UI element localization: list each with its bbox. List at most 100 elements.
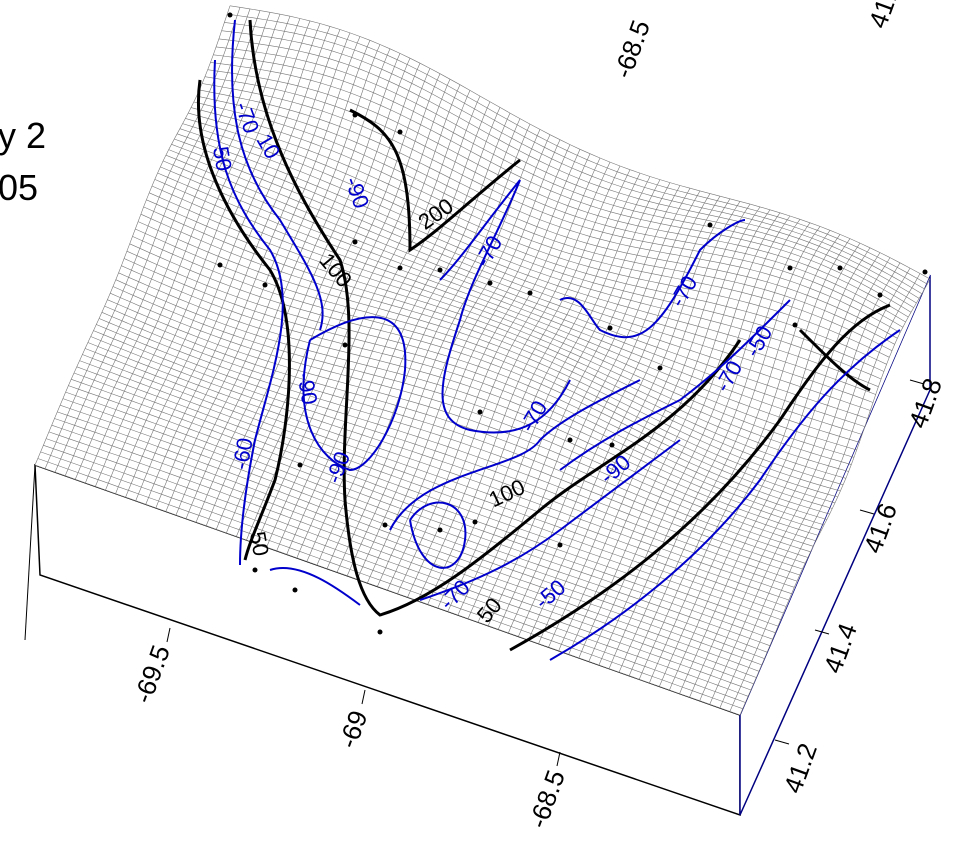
mesh-line (204, 76, 906, 323)
mesh-line (157, 172, 860, 443)
mesh-line (649, 234, 841, 684)
sample-point (342, 342, 348, 348)
mesh-line (528, 196, 721, 641)
mesh-line (618, 222, 811, 673)
sample-point (227, 12, 233, 18)
sample-point (262, 282, 268, 288)
sample-point (557, 542, 563, 548)
mesh-line (689, 252, 881, 698)
mesh-line (437, 169, 631, 609)
mesh-line (729, 273, 921, 712)
contour-lines (197, 19, 901, 661)
x-tick (166, 627, 171, 643)
mesh-line (132, 236, 836, 504)
mesh-line (407, 157, 601, 598)
mesh-line (221, 30, 923, 295)
x-tick-label: -68.5 (522, 766, 570, 832)
sample-point (382, 522, 388, 528)
sample-point (477, 409, 483, 415)
mesh-line (709, 262, 901, 705)
y-tick (859, 509, 875, 515)
mesh-line (679, 247, 871, 694)
mesh-line (210, 62, 912, 313)
mesh-line (216, 46, 917, 304)
mesh-line (498, 188, 691, 630)
mesh-line (538, 198, 731, 644)
contour-label: 50 (245, 529, 274, 557)
sample-point (609, 442, 615, 448)
mesh-line (137, 221, 841, 492)
sample-point (472, 519, 478, 525)
sample-point (352, 239, 358, 245)
contour-label: -90 (292, 371, 322, 407)
top-tick-label: 41. (862, 0, 903, 32)
sample-point (397, 265, 403, 271)
mesh-line (427, 165, 621, 605)
mesh-line (168, 149, 871, 411)
mesh-line (739, 278, 931, 716)
y-tick (814, 629, 830, 635)
mesh-line (188, 112, 890, 358)
mesh-line (578, 209, 771, 659)
sample-point (837, 265, 843, 271)
mesh-line (477, 182, 671, 623)
mesh-line (146, 199, 849, 472)
sample-point (487, 280, 493, 286)
mesh-line (185, 118, 887, 365)
mesh-line (182, 123, 885, 372)
mesh-line (558, 203, 751, 651)
mesh-line (177, 133, 879, 387)
mesh-line (719, 267, 911, 709)
mesh-line (397, 153, 591, 594)
sample-point (397, 129, 403, 135)
contour-label: 50 (208, 144, 237, 172)
mesh-line (171, 144, 874, 403)
mesh-line (199, 89, 901, 333)
x-tick (361, 689, 366, 705)
mesh-line (207, 69, 909, 318)
mesh-line (659, 238, 851, 687)
sample-point (292, 587, 298, 593)
mesh-line (588, 212, 781, 662)
mesh-line (218, 38, 920, 299)
mesh-line (447, 172, 641, 612)
mesh-line (628, 226, 821, 676)
mesh-line (457, 176, 651, 616)
sample-point (297, 462, 303, 468)
sample-point (787, 265, 793, 271)
sample-point (877, 292, 883, 298)
mesh-line (135, 228, 838, 498)
y-tick (909, 379, 925, 385)
mesh-line (190, 107, 893, 351)
sample-point (352, 112, 358, 118)
title-fragment: 05 (0, 167, 38, 208)
x-tick-label: -69 (332, 706, 373, 752)
sample-point (707, 222, 713, 228)
mesh-line (174, 138, 876, 395)
mesh-line (699, 257, 891, 701)
top-tick-label: -68.5 (607, 16, 655, 82)
x-tick (556, 751, 561, 767)
mesh-line (568, 206, 761, 655)
mesh-line (467, 179, 661, 619)
mesh-line (202, 83, 904, 328)
mesh-line (154, 179, 857, 451)
sample-point (252, 567, 258, 573)
mesh-line (140, 213, 844, 485)
sample-point (437, 527, 443, 533)
sample-point (527, 290, 533, 296)
y-tick (774, 739, 790, 745)
x-tick-label: -69.5 (127, 641, 175, 707)
mesh-line (193, 101, 895, 345)
mesh-line (487, 185, 681, 626)
y-tick-label: 41.2 (777, 739, 823, 797)
sample-point (567, 437, 573, 443)
mesh-line (165, 154, 868, 419)
mesh-line (548, 201, 741, 648)
sample-point (217, 262, 223, 268)
mesh-line (669, 242, 861, 691)
mesh-line (608, 219, 801, 669)
sample-point (792, 322, 798, 328)
sample-point (922, 269, 928, 275)
